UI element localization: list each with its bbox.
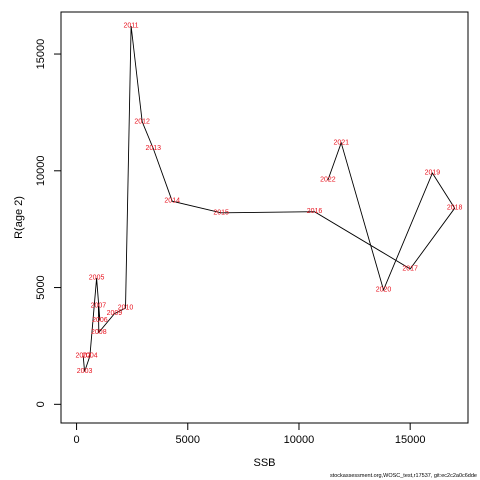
point-label-2016: 2016 <box>307 208 323 215</box>
point-label-2021: 2021 <box>333 139 349 146</box>
point-label-2007: 2007 <box>91 303 107 310</box>
point-label-2014: 2014 <box>164 198 180 205</box>
point-label-2019: 2019 <box>425 170 441 177</box>
footer-text: stockassessment.org,WOSC_test,r17537, gi… <box>330 473 477 479</box>
point-label-2009: 2009 <box>107 310 123 317</box>
point-label-2010: 2010 <box>118 305 134 312</box>
x-tick-label: 5000 <box>176 434 200 446</box>
x-axis: 0 5000 10000 15000 <box>74 422 426 446</box>
x-tick-label: 15000 <box>395 434 426 446</box>
point-label-2018: 2018 <box>447 205 463 212</box>
point-label-2020: 2020 <box>376 286 392 293</box>
y-tick-label: 0 <box>35 401 47 407</box>
plot-frame <box>60 11 469 424</box>
x-tick-label: 10000 <box>284 434 315 446</box>
point-label-2015: 2015 <box>213 209 229 216</box>
y-tick-label: 5000 <box>35 275 47 299</box>
point-label-2005: 2005 <box>89 275 105 282</box>
point-label-2004: 2004 <box>82 352 98 359</box>
y-tick-label: 15000 <box>35 39 47 70</box>
point-label-2013: 2013 <box>146 145 162 152</box>
x-tick-label: 0 <box>74 434 80 446</box>
y-axis-title: R(age 2) <box>13 196 25 239</box>
point-label-2006: 2006 <box>92 317 108 324</box>
point-label-2003: 2003 <box>77 368 93 375</box>
point-label-2012: 2012 <box>134 118 150 125</box>
x-axis-title: SSB <box>253 457 275 469</box>
point-label-2022: 2022 <box>320 177 336 184</box>
y-axis: 0 5000 10000 15000 <box>35 39 62 407</box>
series-line <box>82 25 456 372</box>
point-label-2017: 2017 <box>402 265 418 272</box>
point-label-2011: 2011 <box>124 23 139 30</box>
point-label-2002: 2002 <box>75 352 91 359</box>
point-label-2008: 2008 <box>91 329 107 336</box>
y-tick-label: 10000 <box>35 155 47 186</box>
